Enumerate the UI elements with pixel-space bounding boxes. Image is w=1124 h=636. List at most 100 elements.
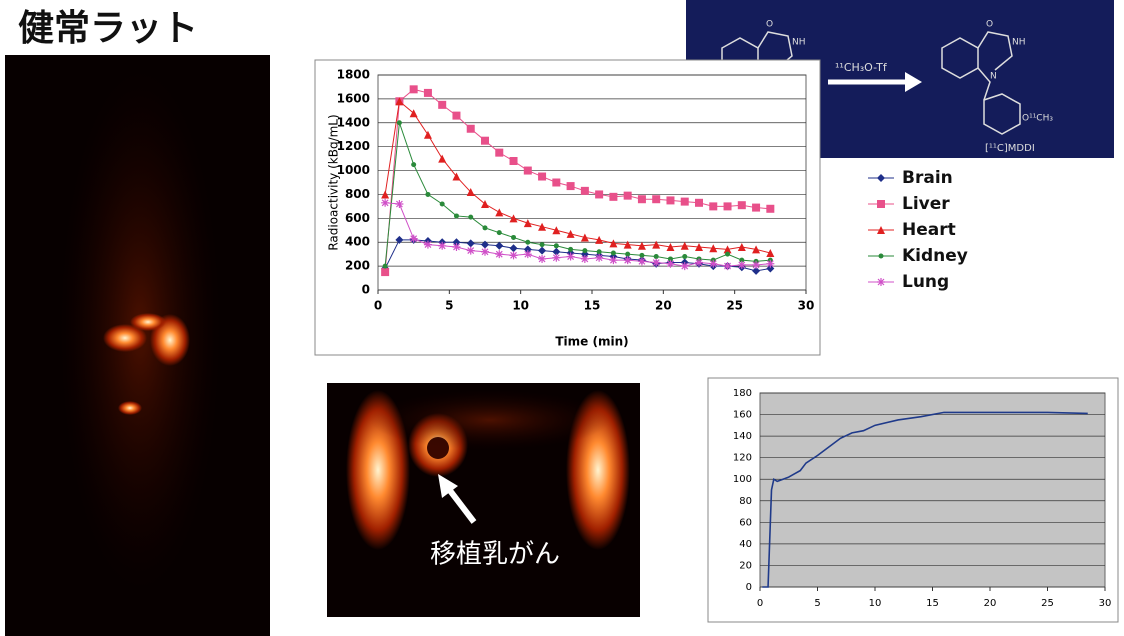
- product-label: [¹¹C]MDDI: [985, 143, 1035, 154]
- marker: [625, 252, 630, 257]
- marker: [467, 125, 475, 133]
- marker: [766, 260, 774, 268]
- marker: [554, 243, 559, 248]
- y-tick-label: 1200: [337, 139, 370, 153]
- y-tick-label: 60: [739, 517, 752, 528]
- x-tick-label: 5: [445, 299, 453, 313]
- x-tick-label: 5: [814, 598, 820, 609]
- marker: [424, 89, 432, 97]
- marker: [682, 254, 687, 259]
- marker: [709, 202, 717, 210]
- x-tick-label: 10: [512, 299, 529, 313]
- marker: [624, 256, 632, 264]
- y-tick-label: 0: [362, 283, 370, 297]
- marker: [725, 252, 730, 257]
- plot-area: [760, 393, 1105, 587]
- marker: [410, 85, 418, 93]
- marker: [582, 248, 587, 253]
- marker: [438, 242, 446, 250]
- y-tick-label: 800: [345, 187, 370, 201]
- marker: [581, 255, 589, 263]
- marker: [879, 254, 884, 259]
- atom-label: O¹¹CH₃: [1022, 114, 1053, 124]
- marker: [652, 195, 660, 203]
- y-tick-label: 1400: [337, 115, 370, 129]
- legend-label: Brain: [902, 168, 953, 188]
- y-tick-label: 20: [739, 560, 752, 571]
- marker: [652, 259, 660, 267]
- marker: [383, 264, 388, 269]
- marker: [638, 195, 646, 203]
- marker: [766, 205, 774, 213]
- marker: [483, 225, 488, 230]
- marker: [540, 242, 545, 247]
- marker: [738, 261, 746, 269]
- marker: [877, 200, 885, 208]
- y-tick-label: 400: [345, 235, 370, 249]
- x-tick-label: 15: [584, 299, 601, 313]
- y-tick-label: 1800: [337, 68, 370, 82]
- marker: [525, 240, 530, 245]
- y-tick-label: 180: [733, 388, 752, 399]
- marker: [681, 262, 689, 270]
- y-tick-label: 600: [345, 211, 370, 225]
- marker: [481, 248, 489, 256]
- marker: [724, 262, 732, 270]
- marker: [567, 253, 575, 261]
- atom-label: N: [990, 72, 997, 82]
- marker: [538, 255, 546, 263]
- marker: [510, 157, 518, 165]
- marker: [381, 199, 389, 207]
- y-tick-label: 200: [345, 259, 370, 273]
- y-tick-label: 100: [733, 474, 752, 485]
- y-tick-label: 80: [739, 496, 752, 507]
- marker: [595, 254, 603, 262]
- x-tick-label: 25: [1041, 598, 1054, 609]
- marker: [424, 241, 432, 249]
- atom-label: NH: [792, 38, 806, 48]
- x-axis-label: Time (min): [555, 335, 628, 349]
- marker: [497, 230, 502, 235]
- marker: [752, 261, 760, 269]
- x-tick-label: 25: [726, 299, 743, 313]
- atom-label: O: [766, 20, 773, 30]
- marker: [597, 249, 602, 254]
- y-tick-label: 40: [739, 539, 752, 550]
- slide-title: 健常ラット: [18, 8, 198, 49]
- marker: [552, 254, 560, 262]
- page: 健常ラット O NH N OH O NH N O¹¹CH₃ ¹¹CH₃O-Tf …: [0, 0, 1124, 636]
- marker: [581, 187, 589, 195]
- tumor-label: 移植乳がん: [430, 540, 560, 570]
- marker: [666, 260, 674, 268]
- marker: [538, 173, 546, 181]
- marker: [752, 204, 760, 212]
- marker: [397, 120, 402, 125]
- marker: [425, 192, 430, 197]
- y-tick-label: 1600: [337, 91, 370, 105]
- marker: [738, 201, 746, 209]
- x-tick-label: 20: [655, 299, 672, 313]
- x-tick-label: 30: [798, 299, 815, 313]
- marker: [666, 196, 674, 204]
- marker: [452, 243, 460, 251]
- rat-image: [5, 55, 270, 636]
- y-axis-label: Radioactivity (kBq/mL): [327, 114, 341, 250]
- y-tick-label: 120: [733, 453, 752, 464]
- marker: [524, 167, 532, 175]
- marker: [511, 235, 516, 240]
- marker: [638, 257, 646, 265]
- marker: [454, 213, 459, 218]
- tumor-image: 移植乳がん: [327, 383, 640, 617]
- marker: [568, 247, 573, 252]
- marker: [495, 250, 503, 258]
- x-tick-label: 10: [869, 598, 882, 609]
- marker: [567, 182, 575, 190]
- reagent: ¹¹CH₃O-Tf: [835, 61, 888, 74]
- marker: [510, 251, 518, 259]
- legend-label: Heart: [902, 220, 956, 240]
- marker: [452, 112, 460, 120]
- marker: [695, 199, 703, 207]
- y-tick-label: 1000: [337, 163, 370, 177]
- marker: [654, 254, 659, 259]
- marker: [724, 202, 732, 210]
